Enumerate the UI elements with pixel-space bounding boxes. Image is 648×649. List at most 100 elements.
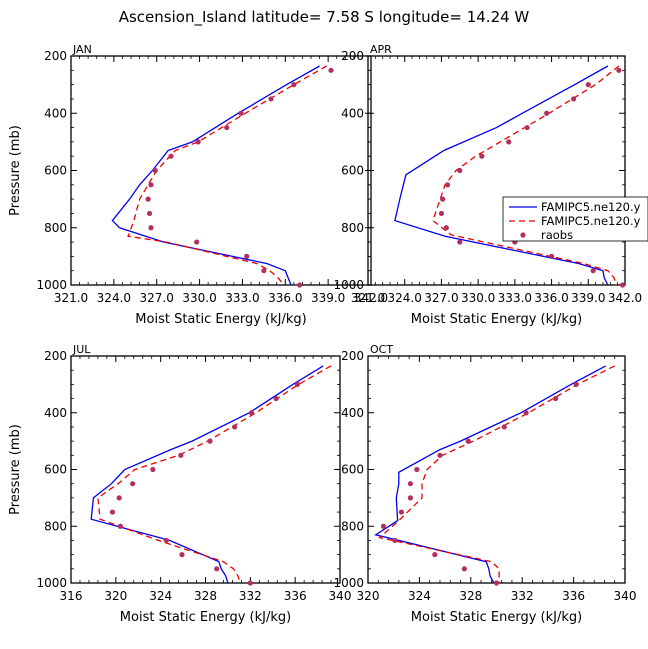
raobs-point <box>150 466 156 473</box>
x-tick-label: 336.0 <box>268 291 302 305</box>
raobs-point <box>328 67 334 73</box>
y-tick-label: 600 <box>44 164 67 178</box>
raobs-point <box>163 537 169 544</box>
x-tick-label: 336 <box>562 589 585 603</box>
y-tick-label: 1000 <box>333 576 364 590</box>
raobs-point <box>506 139 512 145</box>
model1-line <box>374 365 607 583</box>
x-tick-label: 339.0 <box>571 291 605 305</box>
x-tick-label: 340 <box>329 589 352 603</box>
model1-line <box>90 365 324 583</box>
plot-frame <box>367 355 626 584</box>
raobs-point <box>461 566 467 572</box>
x-tick-label: 320 <box>357 589 380 603</box>
panel-label: APR <box>370 43 392 56</box>
x-tick-label: 328 <box>459 589 482 603</box>
raobs-point <box>109 509 116 515</box>
x-tick-label: 330.0 <box>461 291 495 305</box>
x-tick-label: 324 <box>149 589 172 603</box>
raobs-point <box>291 82 297 88</box>
x-tick-label: 336.0 <box>534 291 568 305</box>
y-tick-label: 400 <box>44 406 67 420</box>
x-tick-label: 340 <box>614 589 637 603</box>
raobs-point <box>548 253 555 259</box>
raobs-point <box>392 537 398 544</box>
x-axis-label: Moist Static Energy (kJ/kg) <box>135 312 306 327</box>
series-group <box>111 65 328 285</box>
raobs-point <box>616 67 622 73</box>
raobs-point <box>224 124 230 131</box>
raobs-point <box>248 410 255 416</box>
raobs-point <box>479 153 485 159</box>
raobs-point <box>524 124 530 131</box>
raobs-point <box>148 225 154 231</box>
model2-line <box>378 365 615 583</box>
model2-line <box>97 365 332 583</box>
raobs-point <box>178 452 184 458</box>
y-tick-label: 800 <box>44 519 67 533</box>
raobs-point <box>194 239 200 245</box>
raobs-point <box>273 395 279 402</box>
y-tick-label: 1000 <box>36 278 67 292</box>
legend-entry: FAMIPC5.ne120.y <box>541 200 641 214</box>
model1-line <box>111 65 320 285</box>
x-tick-label: 321.0 <box>54 291 88 305</box>
legend-entry: FAMIPC5.ne120.y <box>541 214 641 228</box>
raobs-point <box>571 96 577 102</box>
raobs-point <box>146 210 153 217</box>
raobs-point <box>179 552 185 558</box>
y-tick-label: 800 <box>341 221 364 235</box>
raobs-point <box>168 153 174 159</box>
raobs-point <box>380 523 387 529</box>
y-tick-label: 600 <box>44 463 67 477</box>
raobs-point <box>294 381 301 387</box>
raobs-point <box>238 110 244 116</box>
raobs-point <box>296 282 303 288</box>
raobs-point <box>407 481 414 487</box>
x-tick-label: 321.0 <box>351 291 385 305</box>
raobs-point <box>440 196 446 202</box>
raobs-point <box>116 495 122 501</box>
y-tick-label: 400 <box>44 106 67 120</box>
x-tick-label: 324.0 <box>97 291 131 305</box>
y-axis-label: Pressure (mb) <box>8 424 23 515</box>
raobs-point <box>590 268 596 274</box>
x-tick-label: 316 <box>60 589 83 603</box>
y-tick-label: 1000 <box>333 278 364 292</box>
raobs-point <box>553 395 559 402</box>
series-group <box>394 65 620 285</box>
panel-jul: JUL 316 320 324 328 332 336 340 200 400 600 800 1000… <box>8 343 351 625</box>
raobs-point <box>619 282 626 288</box>
model2-line <box>432 65 620 285</box>
x-tick-label: 324 <box>408 589 431 603</box>
y-tick-label: 200 <box>341 349 364 363</box>
x-tick-label: 332 <box>239 589 262 603</box>
x-tick-label: 333.0 <box>498 291 532 305</box>
model2-line <box>127 65 328 285</box>
y-tick-label: 800 <box>341 519 364 533</box>
raobs-point <box>130 481 136 487</box>
raobs-point <box>465 438 471 444</box>
raobs-point <box>117 523 123 529</box>
plot-frame <box>70 55 372 286</box>
raobs-point <box>261 268 267 274</box>
y-tick-label: 800 <box>44 221 67 235</box>
raobs-point <box>145 196 151 202</box>
model1-line <box>394 65 609 285</box>
raobs-point <box>523 410 529 416</box>
raobs-point <box>438 210 445 217</box>
x-tick-label: 339.0 <box>311 291 345 305</box>
raobs-point <box>398 509 405 515</box>
y-tick-label: 200 <box>44 49 67 63</box>
legend-box <box>502 196 648 242</box>
x-tick-label: 320 <box>104 589 127 603</box>
raobs-point <box>232 424 238 430</box>
y-axis-label: Pressure (mb) <box>8 125 23 216</box>
x-tick-label: 333.0 <box>225 291 259 305</box>
y-tick-label: 200 <box>44 349 67 363</box>
series-group <box>90 365 332 583</box>
y-tick-label: 400 <box>341 406 364 420</box>
raobs-point <box>407 495 414 501</box>
